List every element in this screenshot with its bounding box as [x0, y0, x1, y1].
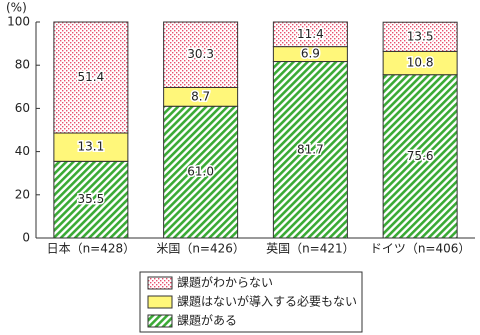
- legend-swatch: [147, 276, 173, 290]
- bar-segment: [53, 132, 129, 162]
- value-label: 11.4: [297, 27, 324, 41]
- y-tick-label: 0: [22, 231, 30, 245]
- value-label: 6.9: [301, 47, 320, 61]
- x-tick-label: ドイツ（n=406）: [370, 242, 471, 256]
- value-label: 75.6: [407, 149, 434, 163]
- y-tick-label: 20: [15, 187, 30, 201]
- y-tick-label: 100: [7, 15, 30, 29]
- bar-segment: [163, 105, 239, 239]
- bar-segment: [382, 21, 458, 52]
- bar-segment: [382, 74, 458, 239]
- y-tick-label: 80: [15, 58, 30, 72]
- value-label: 35.5: [78, 192, 105, 206]
- y-unit-label: (%): [6, 1, 27, 15]
- legend-swatch: [147, 295, 173, 309]
- y-tick-label: 40: [15, 144, 30, 158]
- legend-label: 課題がある: [177, 313, 237, 328]
- value-label: 51.4: [78, 70, 105, 84]
- value-label: 10.8: [407, 56, 434, 70]
- legend-label: 課題がわからない: [177, 275, 273, 290]
- y-tick-label: 60: [15, 101, 30, 115]
- bar-segment: [272, 21, 348, 48]
- x-tick-label: 日本（n=428）: [47, 242, 136, 256]
- bar-segment: [53, 21, 129, 134]
- bar-segment: [163, 21, 239, 88]
- legend-swatch: [147, 314, 173, 328]
- value-label: 8.7: [191, 89, 210, 103]
- x-tick-label: 米国（n=426）: [156, 242, 245, 256]
- value-label: 61.0: [187, 165, 214, 179]
- value-label: 13.1: [78, 140, 105, 154]
- x-tick-label: 英国（n=421）: [266, 242, 355, 256]
- legend-label: 課題はないが導入する必要もない: [177, 294, 357, 309]
- value-label: 13.5: [407, 29, 434, 43]
- legend-box: [139, 271, 363, 333]
- value-label: 30.3: [187, 47, 214, 61]
- bar-segment: [53, 160, 129, 239]
- value-label: 81.7: [297, 142, 324, 156]
